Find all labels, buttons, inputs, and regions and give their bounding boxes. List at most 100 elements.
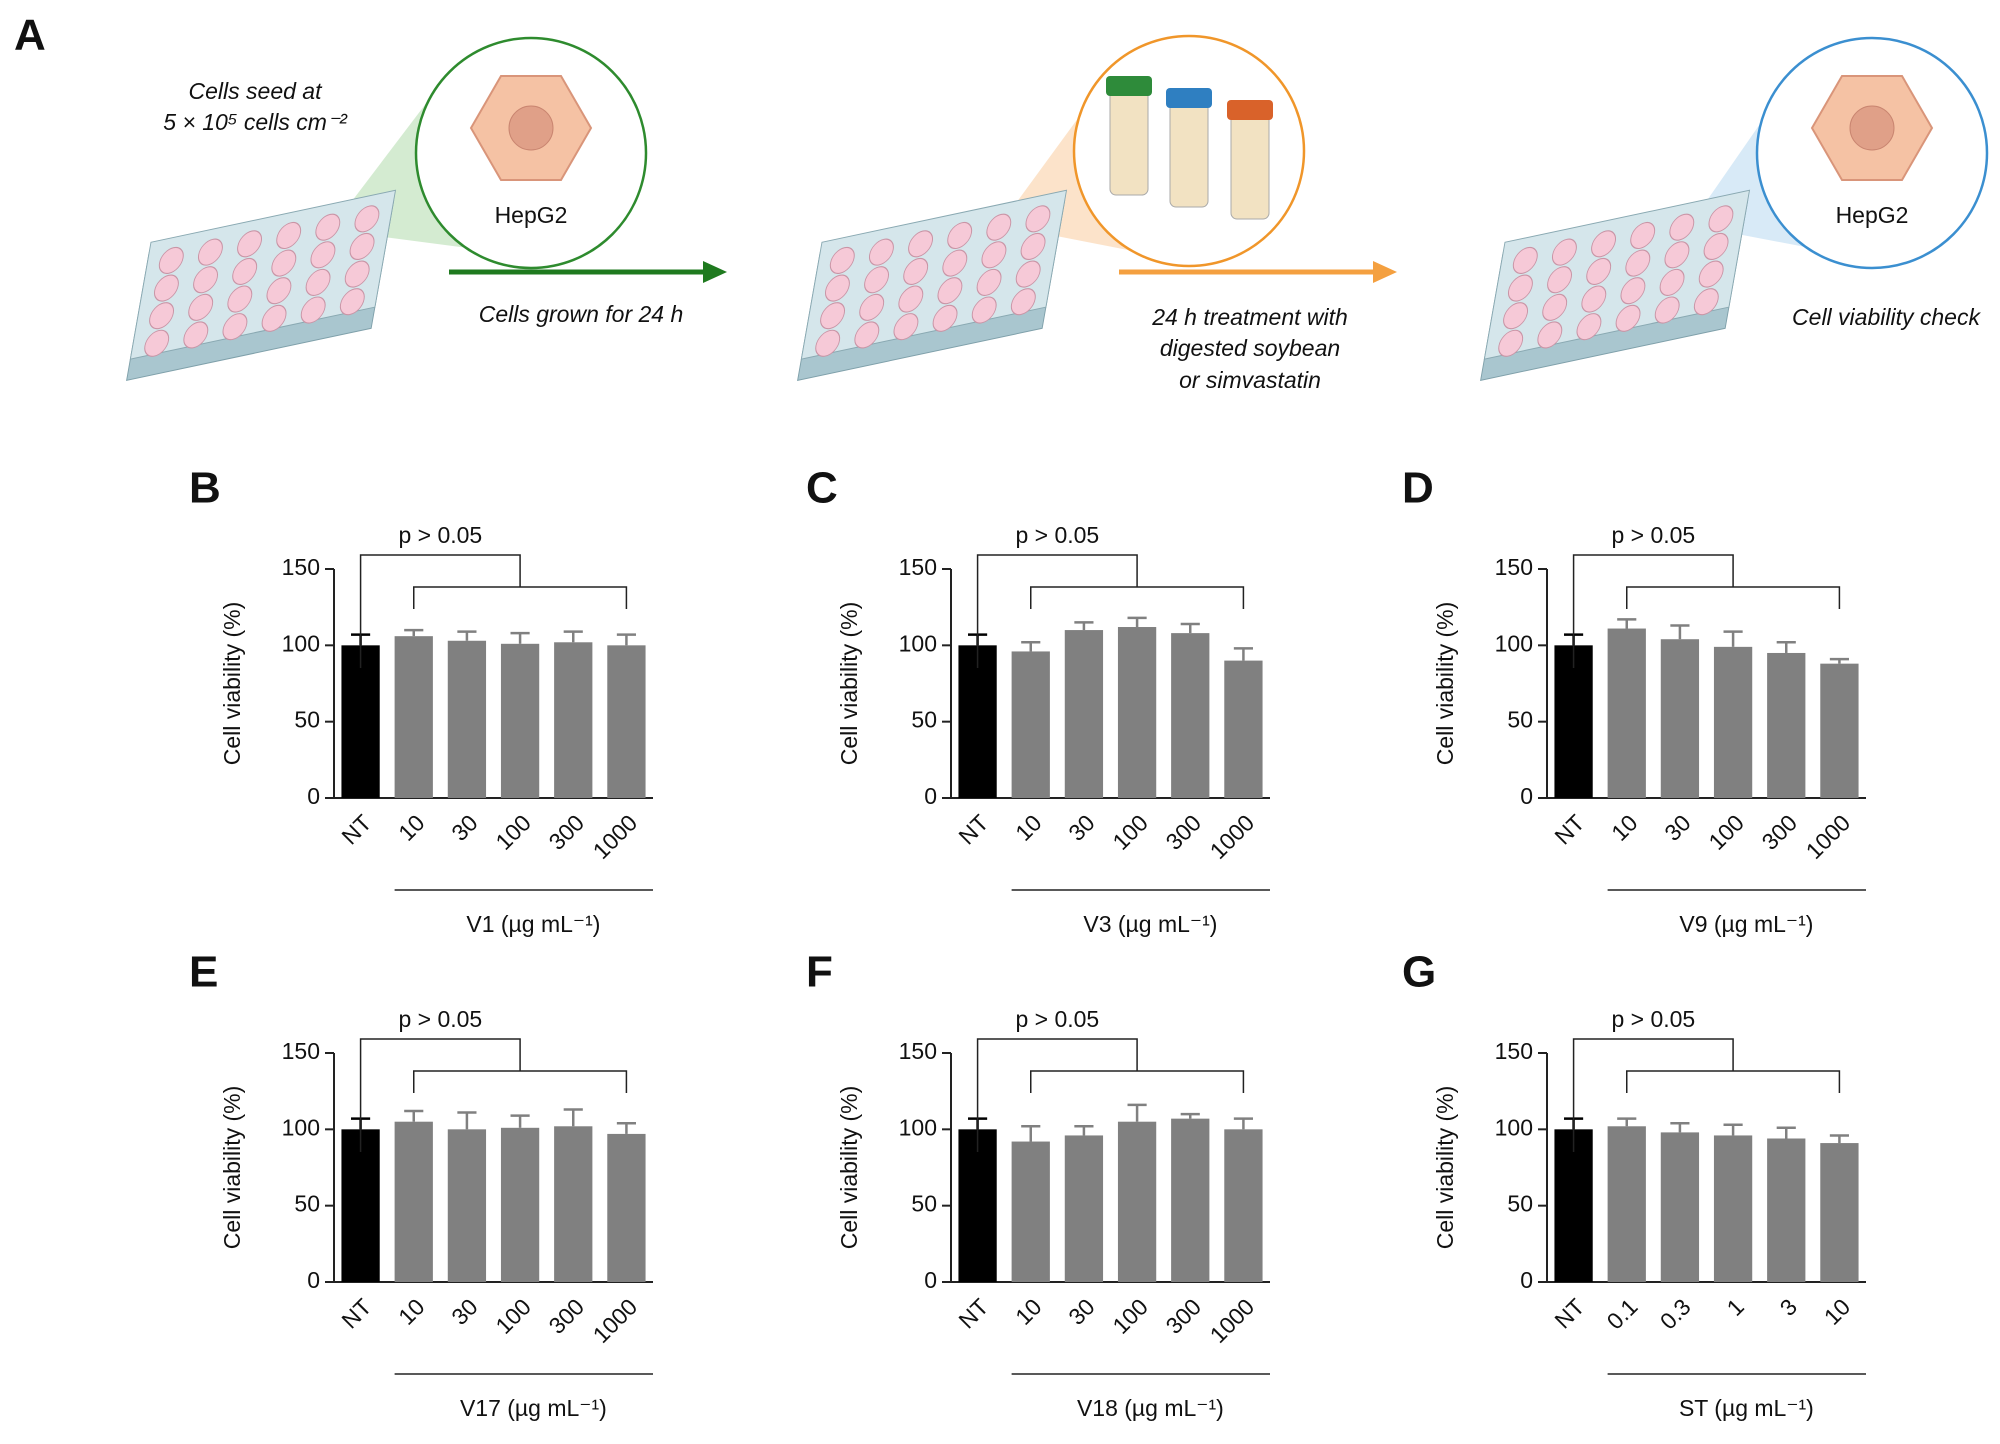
bar [1171, 1118, 1210, 1282]
well [1498, 329, 1524, 357]
bar [1767, 1138, 1806, 1282]
bar [1607, 1126, 1646, 1282]
x-tick-label: 300 [544, 1293, 590, 1339]
y-tick-label: 100 [899, 1114, 937, 1140]
bracket [413, 586, 628, 609]
well [1507, 274, 1533, 302]
well [1581, 285, 1607, 313]
well [820, 302, 846, 330]
label: digested soybean [1160, 335, 1340, 361]
x-tick-label: NT [336, 809, 376, 849]
y-tick-label: 0 [1520, 1267, 1533, 1293]
well [854, 321, 880, 349]
well [1591, 230, 1617, 258]
panel-letter: E [189, 948, 218, 997]
well [305, 268, 331, 296]
label: HepG2 [495, 202, 568, 228]
panel-letter: F [806, 948, 833, 997]
schematic: A Cells seed at 5 × 10⁵ cells cm⁻² HepG2… [14, 11, 1989, 393]
x-tick-label: 10 [1010, 1293, 1046, 1329]
bracket [976, 1038, 1138, 1152]
label: 24 h treatment with [1151, 304, 1348, 330]
well [1620, 277, 1646, 305]
well [947, 221, 973, 250]
well [1630, 221, 1656, 250]
error-bar [1127, 616, 1147, 628]
y-tick-label: 0 [307, 783, 320, 809]
well [197, 238, 223, 266]
well [344, 260, 370, 288]
bar [1011, 1141, 1050, 1282]
well [1551, 238, 1577, 266]
error-bar [1670, 1121, 1690, 1133]
panel-letter: D [1402, 464, 1434, 513]
error-bar [510, 1114, 530, 1128]
well [986, 213, 1012, 241]
x-tick-label: 100 [1107, 1293, 1153, 1339]
bar [1117, 627, 1157, 798]
annotation: p > 0.05 [398, 522, 482, 548]
x-axis-label: ST (µg mL⁻¹) [1679, 1395, 1814, 1421]
x-tick-label: 1000 [1801, 809, 1856, 864]
label: Cells seed at [189, 78, 324, 104]
plate [126, 189, 397, 381]
x-tick-label: 3 [1775, 1293, 1802, 1320]
x-tick-label: NT [1549, 1293, 1589, 1333]
bar [394, 1121, 433, 1282]
x-tick-label: 1000 [1205, 1293, 1260, 1348]
x-axis-label: V9 (µg mL⁻¹) [1679, 911, 1813, 937]
bar [1117, 1121, 1157, 1282]
well [153, 274, 179, 302]
x-tick-label: 300 [1161, 1293, 1207, 1339]
well [1547, 266, 1573, 294]
error-bar [1021, 1125, 1041, 1142]
well [1512, 246, 1538, 274]
bracket [1572, 554, 1734, 668]
well [1586, 257, 1612, 285]
x-tick-label: 100 [490, 1293, 536, 1339]
panel-letter: B [189, 464, 221, 513]
well [1542, 293, 1568, 321]
error-bar [1127, 1103, 1147, 1122]
x-tick-label: 10 [393, 809, 429, 845]
error-bar [1829, 657, 1849, 664]
y-tick-label: 0 [307, 1267, 320, 1293]
error-bar [1180, 622, 1200, 634]
error-bar [1776, 641, 1796, 653]
x-tick-label: 30 [1063, 1293, 1099, 1329]
x-tick-label: 1000 [588, 1293, 643, 1348]
well [183, 321, 209, 349]
bracket [1626, 1070, 1841, 1093]
label: Cell viability check [1792, 304, 1981, 330]
y-tick-label: 150 [1495, 1038, 1533, 1064]
bar [1011, 651, 1050, 798]
y-axis-label: Cell viability (%) [1432, 1086, 1458, 1250]
well [227, 285, 253, 313]
well [903, 257, 929, 285]
bracket [1030, 1070, 1245, 1093]
error-bar [1617, 1117, 1637, 1127]
well [1659, 268, 1685, 296]
well [1010, 288, 1036, 316]
well [1503, 302, 1529, 330]
well [898, 285, 924, 313]
y-tick-label: 100 [282, 1114, 320, 1140]
well [349, 232, 375, 260]
well [976, 268, 1002, 296]
error-bar [1021, 641, 1041, 652]
well [354, 205, 380, 233]
x-tick-label: NT [953, 809, 993, 849]
x-tick-label: NT [1549, 809, 1589, 849]
well [1669, 213, 1695, 241]
x-axis-label: V17 (µg mL⁻¹) [460, 1395, 607, 1421]
annotation: p > 0.05 [1611, 522, 1695, 548]
well [1537, 321, 1563, 349]
error-bar [563, 1108, 583, 1127]
well [1015, 260, 1041, 288]
well [1625, 249, 1651, 277]
plate [797, 189, 1068, 381]
error-bar [1074, 1125, 1094, 1136]
x-tick-label: 300 [1161, 809, 1207, 855]
error-bar [1074, 621, 1094, 631]
plate [1480, 189, 1751, 381]
